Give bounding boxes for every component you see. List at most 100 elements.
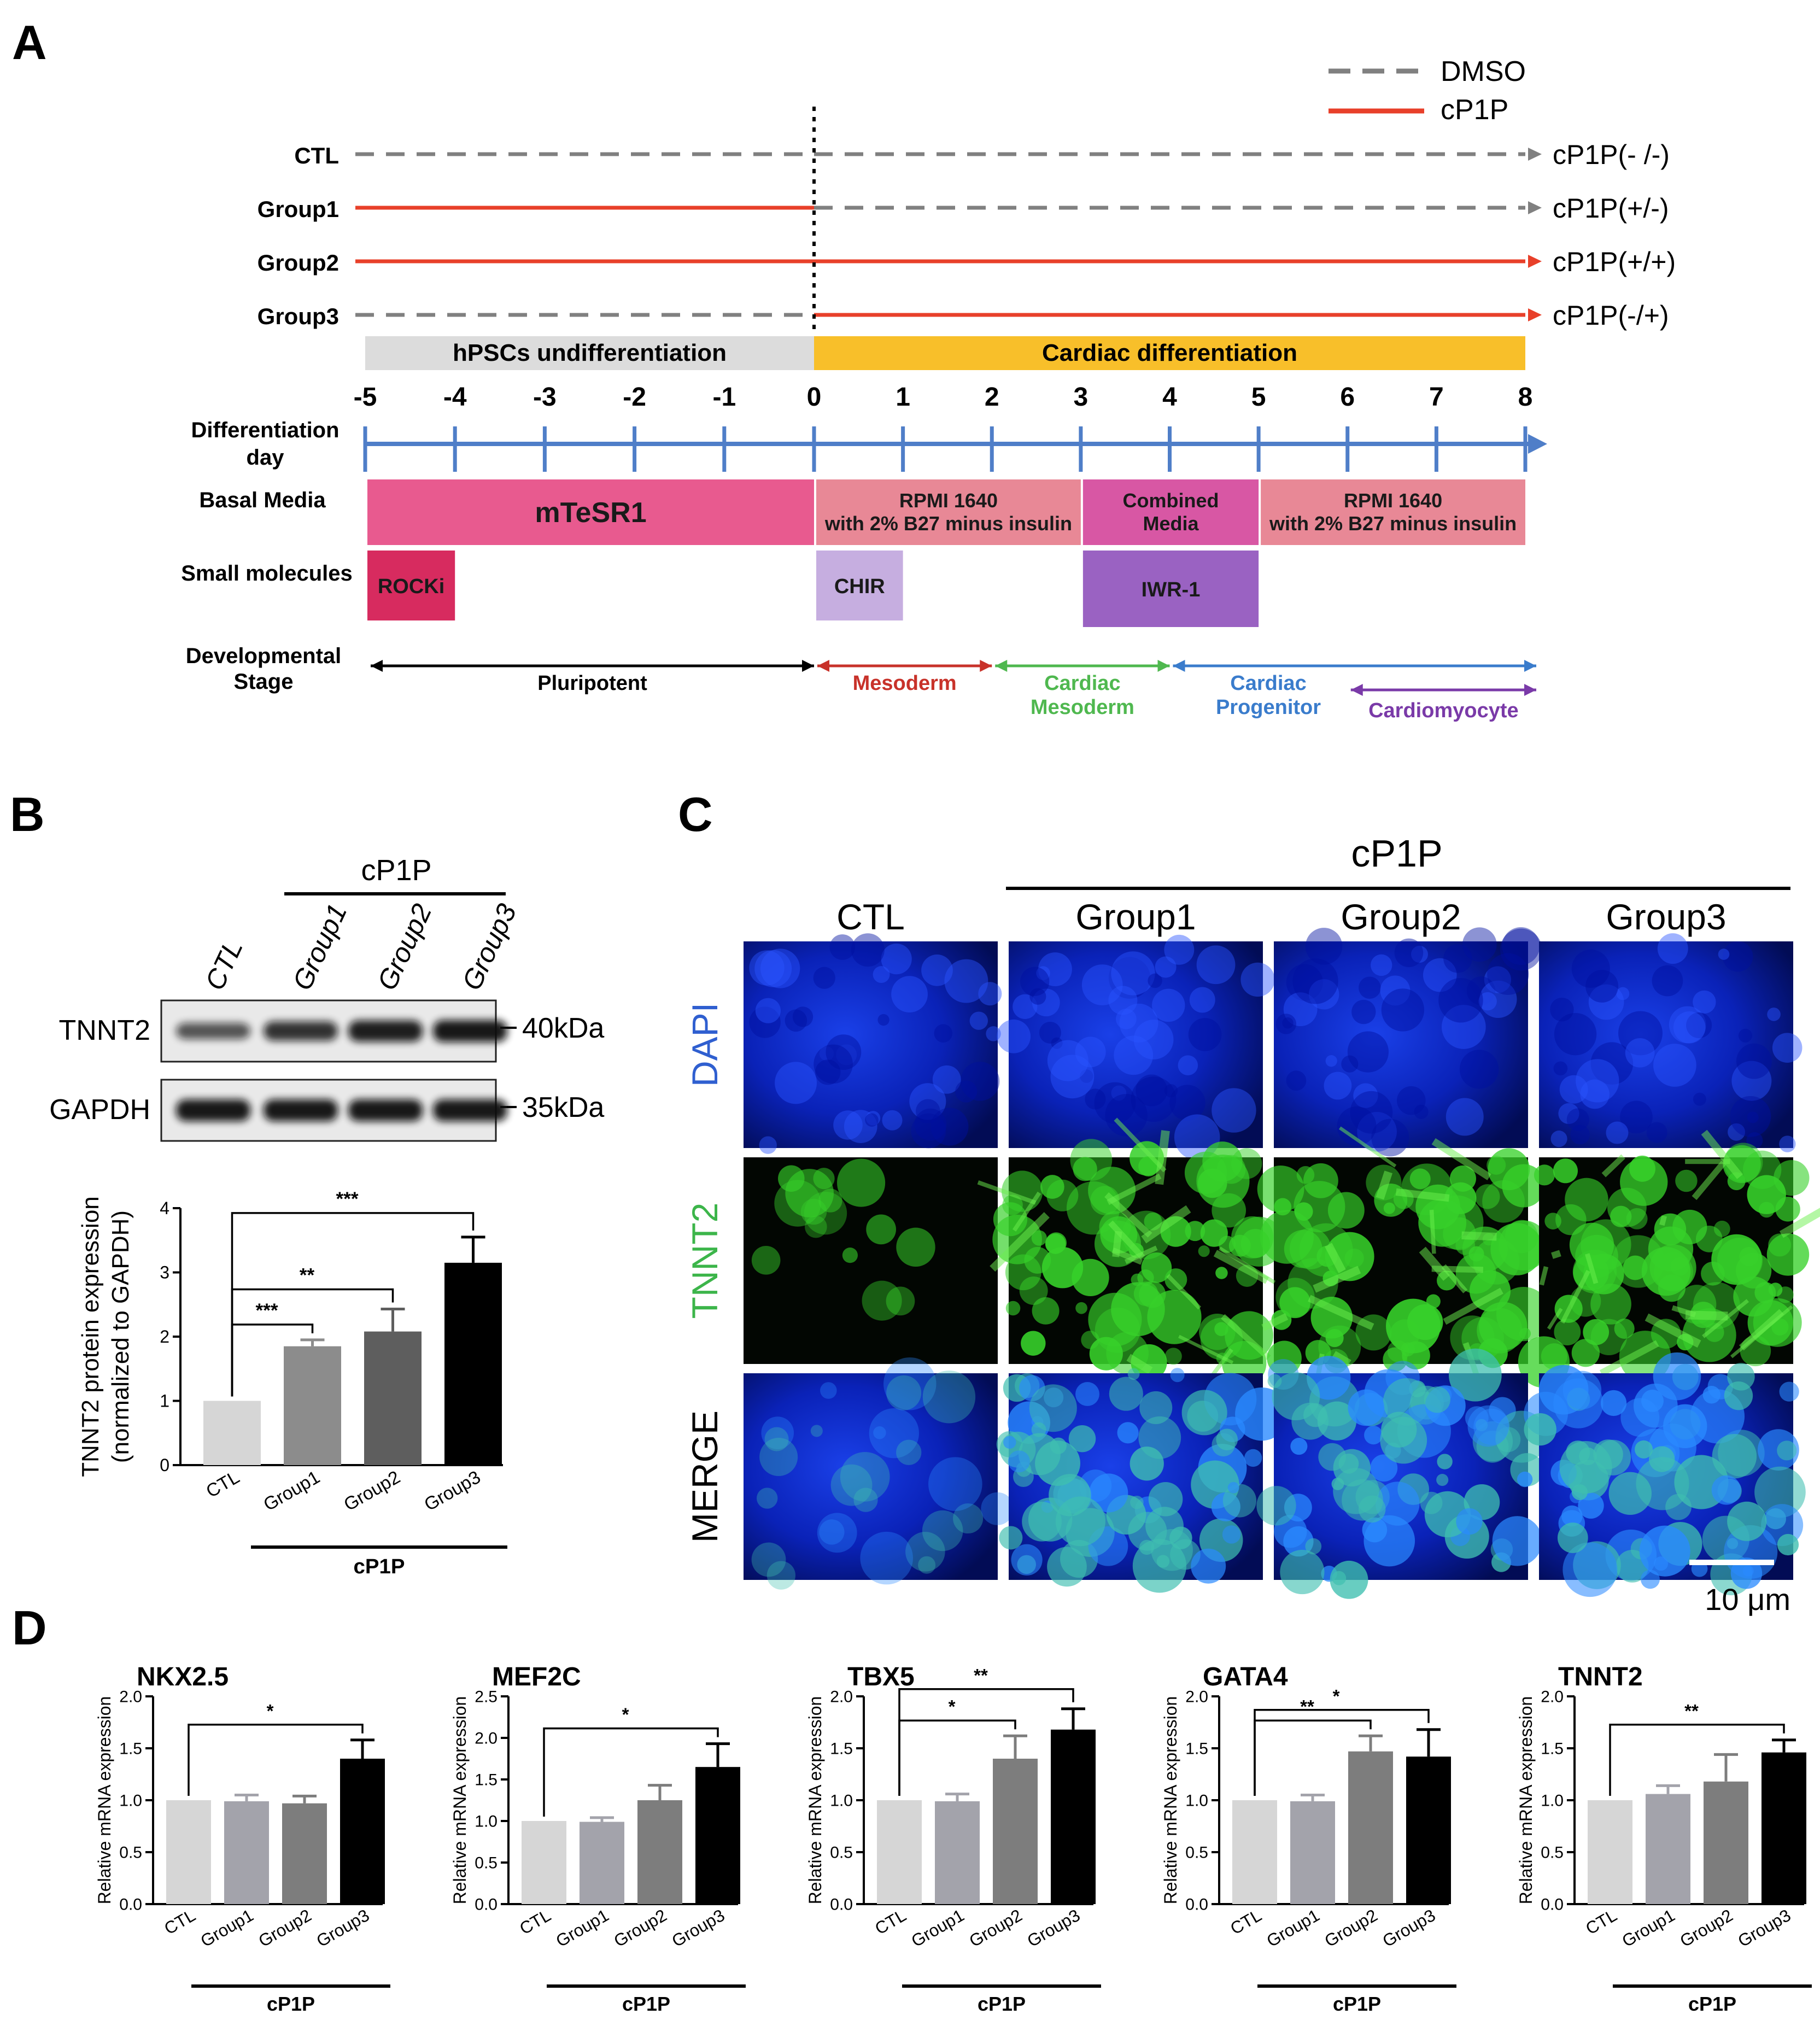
x-tick-label-ctl: CTL	[161, 1905, 199, 1939]
significance-label: *	[267, 1701, 274, 1721]
if-texture	[1362, 1517, 1388, 1543]
if-texture	[833, 1110, 863, 1140]
if-texture	[1475, 1184, 1500, 1209]
if-texture	[909, 1083, 946, 1120]
significance-label: **	[974, 1665, 988, 1685]
if-texture	[1446, 1098, 1484, 1136]
y-axis-label: Relative mRNA expression	[1161, 1696, 1180, 1905]
if-image-bg	[1274, 941, 1528, 1148]
significance-bracket	[543, 1727, 719, 1817]
x-tick-label-group1: Group1	[552, 1905, 612, 1951]
bar-ctl	[1588, 1800, 1632, 1904]
group-label: cP1P	[978, 1993, 1026, 2015]
if-texture	[911, 1113, 946, 1149]
blot-band	[348, 1099, 423, 1121]
if-fiber	[1114, 1117, 1167, 1173]
if-texture	[1730, 1096, 1771, 1137]
y-tick-label: 0.0	[1185, 1896, 1208, 1914]
if-texture	[1484, 966, 1511, 993]
media-label-line1: Combined	[1123, 489, 1219, 512]
if-image-dapi-group2	[1274, 927, 1542, 1157]
if-texture	[1443, 1217, 1476, 1251]
if-texture	[1290, 1438, 1308, 1455]
if-fiber	[1461, 1231, 1497, 1241]
if-texture	[1675, 1169, 1698, 1192]
bar-ctl	[1232, 1800, 1277, 1904]
bar-ctl	[203, 1401, 261, 1465]
stage-label-cardiomyocyte: Cardiomyocyte	[1368, 699, 1519, 722]
phase-label-hpscs-undifferentiation: hPSCs undifferentiation	[453, 339, 727, 366]
if-image-bg	[1539, 941, 1793, 1148]
y-tick-label: 2	[160, 1327, 169, 1346]
if-texture	[931, 1108, 969, 1146]
lane-label-group2: Group2	[371, 899, 437, 995]
if-texture	[764, 1427, 789, 1451]
blot-strips: TNNT2 40kDa GAPDH 35kDa	[49, 999, 604, 1142]
if-texture	[1693, 990, 1716, 1014]
y-tick-label: 1.0	[1185, 1792, 1208, 1810]
if-texture	[1390, 1319, 1420, 1349]
if-texture	[1500, 928, 1542, 971]
if-fiber	[1551, 1250, 1561, 1259]
if-texture	[1348, 1389, 1385, 1426]
y-axis-label: Relative mRNA expression	[805, 1696, 825, 1905]
if-texture	[1606, 1121, 1629, 1144]
if-texture	[1286, 1070, 1307, 1091]
if-texture	[1466, 976, 1496, 1005]
media-label-line1: RPMI 1640	[899, 489, 998, 512]
if-texture	[886, 1286, 915, 1316]
y-tick-label: 1.5	[119, 1740, 142, 1758]
blot-band	[348, 1020, 423, 1042]
if-texture	[1771, 1318, 1789, 1336]
if-texture	[1085, 1088, 1106, 1110]
if-texture	[1282, 1017, 1294, 1029]
if-texture	[1279, 1287, 1310, 1319]
if-texture	[1443, 944, 1472, 973]
if-texture	[830, 1464, 873, 1506]
group-end-label-group2: cP1P(+/+)	[1553, 247, 1676, 277]
if-texture	[1524, 1413, 1556, 1446]
x-tick-label-group2: Group2	[610, 1905, 670, 1951]
x-tick-label-group3: Group3	[1734, 1905, 1794, 1951]
if-texture	[1081, 964, 1123, 1005]
bar-ctl	[877, 1800, 922, 1904]
if-texture	[1283, 992, 1318, 1027]
if-texture	[840, 1451, 890, 1502]
if-texture	[1244, 1449, 1262, 1467]
bar-group1	[935, 1801, 980, 1904]
x-tick-label-group2: Group2	[965, 1905, 1025, 1951]
if-texture	[1381, 988, 1425, 1032]
developmental-stage-arrows: Pluripotent Mesoderm CardiacMesodermCardia…	[371, 660, 1536, 722]
if-texture	[1588, 984, 1624, 1020]
if-header-cp1p: cP1P	[1351, 832, 1442, 875]
if-texture	[836, 1044, 857, 1065]
if-texture	[1583, 1319, 1610, 1345]
if-image-bg	[1009, 941, 1263, 1148]
day-tick-label: 3	[1074, 383, 1089, 412]
if-texture	[1712, 1433, 1757, 1479]
if-texture	[1038, 952, 1072, 986]
lane-label-group1: Group1	[286, 899, 353, 995]
if-fiber	[1219, 1246, 1276, 1284]
stage-arrowhead-right	[1157, 660, 1170, 672]
if-texture	[1575, 1234, 1618, 1278]
if-texture	[1325, 1328, 1344, 1348]
if-texture	[1559, 1075, 1588, 1104]
if-column-group1: Group1	[1075, 897, 1196, 937]
media-label-line2: with 2% B27 minus insulin	[824, 512, 1072, 535]
day-tick-label: 2	[985, 383, 999, 412]
if-image-tnnt2-group2	[1219, 1126, 1551, 1400]
significance-bracket	[1609, 1724, 1785, 1796]
if-texture	[755, 998, 781, 1023]
group-end-label-group3: cP1P(-/+)	[1553, 300, 1669, 331]
if-texture	[1139, 1391, 1173, 1424]
treatment-arrowhead-group3	[1528, 308, 1542, 321]
if-texture	[1164, 934, 1195, 965]
panel-letter-C: C	[678, 787, 713, 841]
row-label-developmental-1: Developmental	[186, 644, 342, 668]
if-texture	[1673, 1011, 1706, 1044]
if-fiber	[1431, 1266, 1483, 1273]
if-texture	[1371, 954, 1392, 976]
if-texture	[815, 1059, 841, 1085]
